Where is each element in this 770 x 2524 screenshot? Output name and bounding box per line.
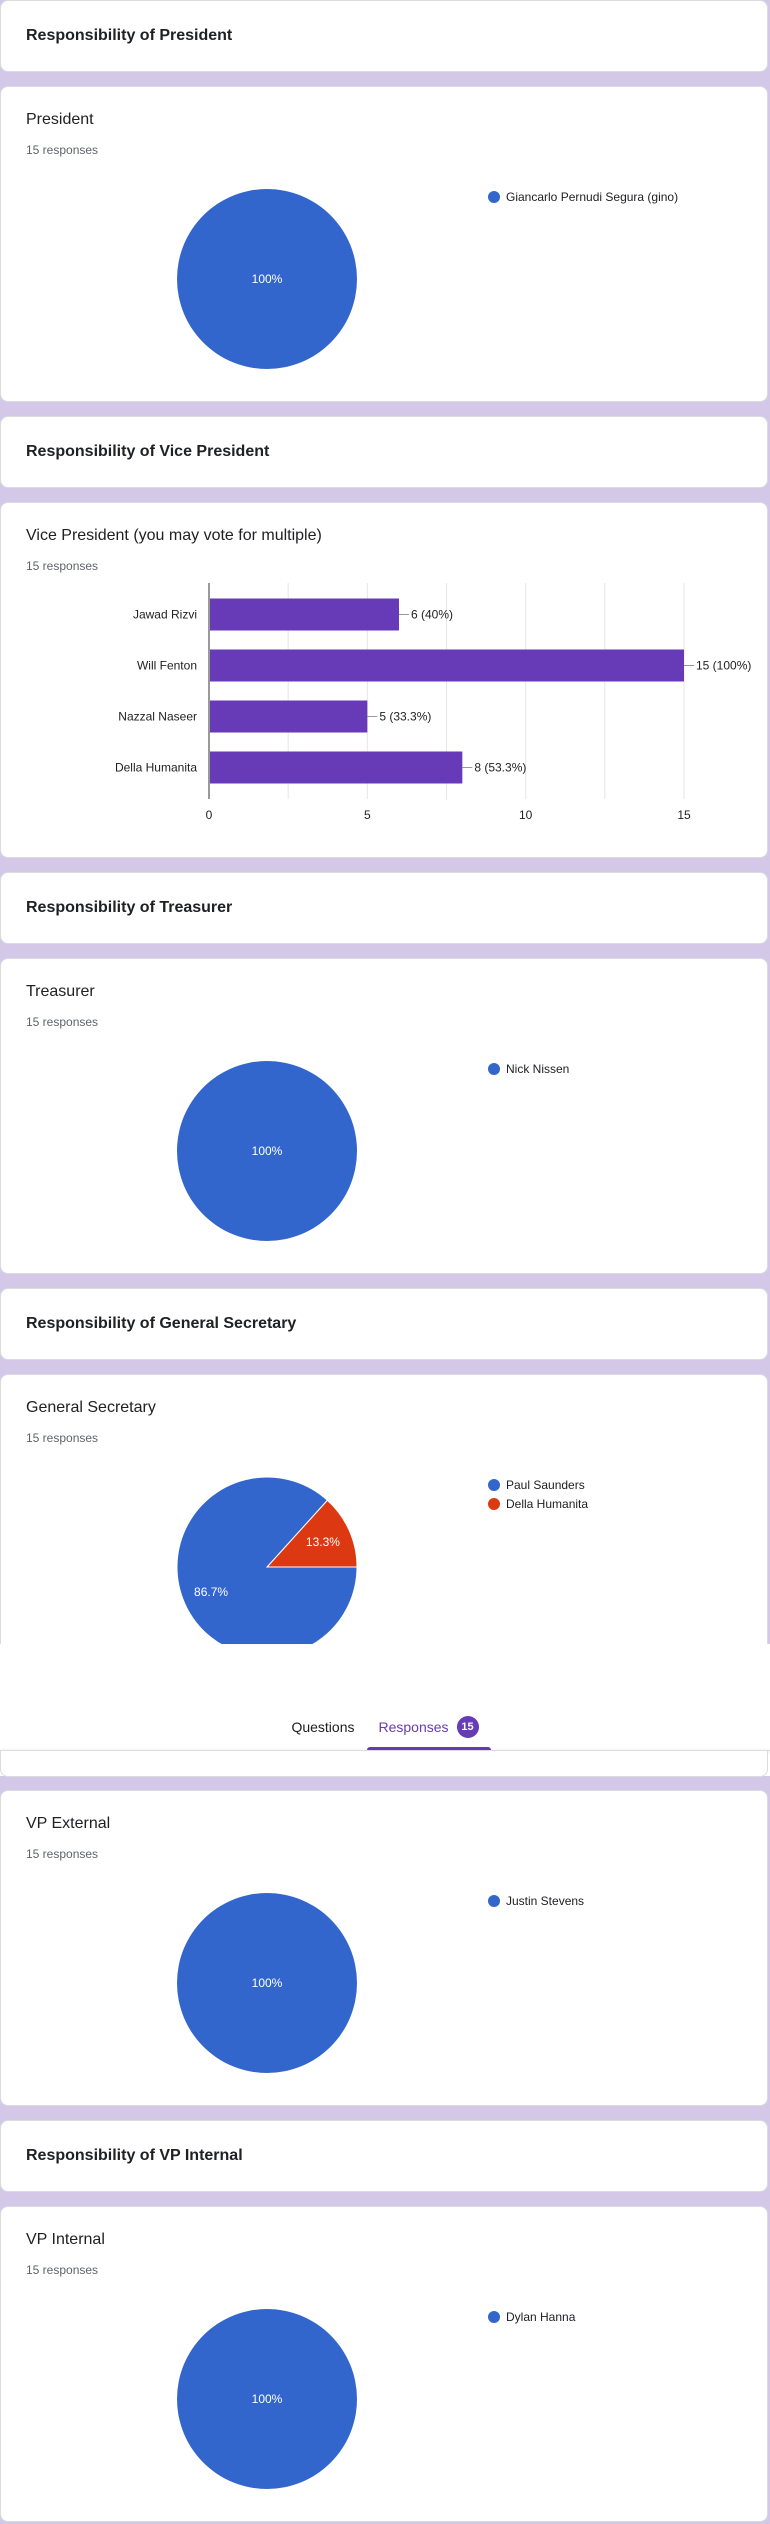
response-count: 15 responses (26, 1847, 99, 1861)
pie-chart-vp-external: 100% (177, 1893, 357, 2073)
data-label: 8 (53.3%) (474, 761, 526, 775)
data-label: 6 (40%) (411, 608, 453, 622)
chart-legend: Paul Saunders Della Humanita (488, 1475, 588, 1513)
response-count: 15 responses (26, 559, 99, 573)
legend-color-dot (488, 1062, 500, 1075)
pie-slice (176, 1476, 358, 1658)
section-header-president: Responsibility of President (0, 0, 768, 72)
question-title: General Secretary (26, 1399, 156, 1416)
response-count: 15 responses (26, 1015, 99, 1029)
question-card-president: President 15 responses 100% Giancarlo Pe… (0, 86, 768, 402)
tab-responses[interactable]: Responses 15 (366, 1704, 491, 1750)
legend-label: Justin Stevens (506, 1893, 585, 1908)
legend-color-dot (488, 1478, 500, 1491)
legend-item: Justin Stevens (488, 1891, 584, 1910)
section-title: Responsibility of Vice President (26, 443, 270, 460)
section-header-vp-external (0, 1751, 768, 1777)
bar (210, 700, 368, 733)
slice-label: 13.3% (306, 1535, 340, 1549)
section-title: Responsibility of VP Internal (26, 2147, 243, 2164)
slice-label: 100% (252, 272, 283, 286)
pie-chart-president: 100% (177, 189, 357, 369)
category-label: Nazzal Naseer (118, 710, 197, 724)
category-label: Della Humanita (115, 761, 197, 775)
category-label: Jawad Rizvi (133, 608, 197, 622)
question-card-general-secretary: General Secretary 15 responses 13.3% 86.7… (0, 1374, 768, 1664)
x-tick-label: 10 (519, 808, 533, 822)
data-label: 5 (33.3%) (379, 710, 431, 724)
legend-item: Della Humanita (488, 1494, 588, 1513)
question-title: VP External (26, 1815, 111, 1832)
bar (210, 649, 684, 682)
chart-legend: Justin Stevens (488, 1891, 584, 1910)
pie-slice (265, 1499, 358, 1568)
chart-legend: Dylan Hanna (488, 2307, 575, 2326)
question-title: President (26, 111, 94, 128)
chart-legend: Nick Nissen (488, 1059, 569, 1078)
pie-slice (177, 2309, 357, 2489)
slice-label: 100% (252, 1976, 283, 1990)
responses-count-badge: 15 (456, 1716, 479, 1738)
pie-chart-vp-internal: 100% (177, 2309, 357, 2489)
pie-slice (177, 1893, 357, 2073)
question-title: VP Internal (26, 2231, 105, 2248)
question-card-vp-internal: VP Internal 15 responses 100% Dylan Hann… (0, 2206, 768, 2522)
x-tick-label: 15 (677, 808, 691, 822)
bar (210, 598, 399, 631)
slice-label: 86.7% (194, 1585, 228, 1599)
legend-label: Nick Nissen (506, 1061, 570, 1076)
x-tick-label: 5 (364, 808, 371, 822)
slice-label: 100% (252, 2392, 283, 2406)
legend-item: Nick Nissen (488, 1059, 569, 1078)
question-card-treasurer: Treasurer 15 responses 100% Nick Nissen (0, 958, 768, 1274)
legend-label: Della Humanita (506, 1496, 589, 1511)
legend-color-dot (488, 1497, 500, 1510)
response-count: 15 responses (26, 2263, 99, 2277)
pie-slice (177, 189, 357, 369)
category-label: Will Fenton (137, 659, 197, 673)
tab-questions-label: Questions (291, 1719, 355, 1735)
data-label: 15 (100%) (696, 659, 751, 673)
legend-label: Paul Saunders (506, 1477, 585, 1492)
section-title: Responsibility of President (26, 27, 233, 44)
tab-divider (0, 1750, 770, 1751)
x-tick-label: 0 (206, 808, 213, 822)
section-header-vp-internal: Responsibility of VP Internal (0, 2120, 768, 2192)
bar-chart-vice-president: Jawad Rizvi 6 (40%) Will Fenton 15 (100%) Na… (115, 583, 751, 822)
section-header-treasurer: Responsibility of Treasurer (0, 872, 768, 944)
question-card-vp-external: VP External 15 responses 100% Justin Ste… (0, 1790, 768, 2106)
section-header-general-secretary: Responsibility of General Secretary (0, 1288, 768, 1360)
question-title: Vice President (you may vote for multipl… (26, 527, 322, 544)
pie-slice (177, 1061, 357, 1241)
bar (210, 751, 463, 784)
question-card-vice-president: Vice President (you may vote for multipl… (0, 502, 768, 858)
legend-item: Paul Saunders (488, 1475, 588, 1494)
legend-label: Dylan Hanna (506, 2309, 576, 2324)
chart-legend: Giancarlo Pernudi Segura (gino) (488, 187, 678, 206)
tab-questions[interactable]: Questions (279, 1704, 366, 1750)
section-header-vice-president: Responsibility of Vice President (0, 416, 768, 488)
pie-chart-general-secretary: 13.3% 86.7% (176, 1476, 358, 1658)
legend-label: Giancarlo Pernudi Segura (gino) (506, 189, 679, 204)
tab-responses-label: Responses (378, 1719, 449, 1735)
section-title: Responsibility of General Secretary (26, 1315, 297, 1332)
section-title: Responsibility of Treasurer (26, 899, 233, 916)
pie-chart-treasurer: 100% (177, 1061, 357, 1241)
slice-label: 100% (252, 1144, 283, 1158)
response-count: 15 responses (26, 143, 99, 157)
legend-color-dot (488, 2310, 500, 2323)
legend-color-dot (488, 190, 500, 203)
response-count: 15 responses (26, 1431, 99, 1445)
legend-item: Dylan Hanna (488, 2307, 575, 2326)
tab-bar: Questions Responses 15 (0, 1704, 770, 1750)
legend-color-dot (488, 1894, 500, 1907)
legend-item: Giancarlo Pernudi Segura (gino) (488, 187, 678, 206)
question-title: Treasurer (26, 983, 95, 1000)
